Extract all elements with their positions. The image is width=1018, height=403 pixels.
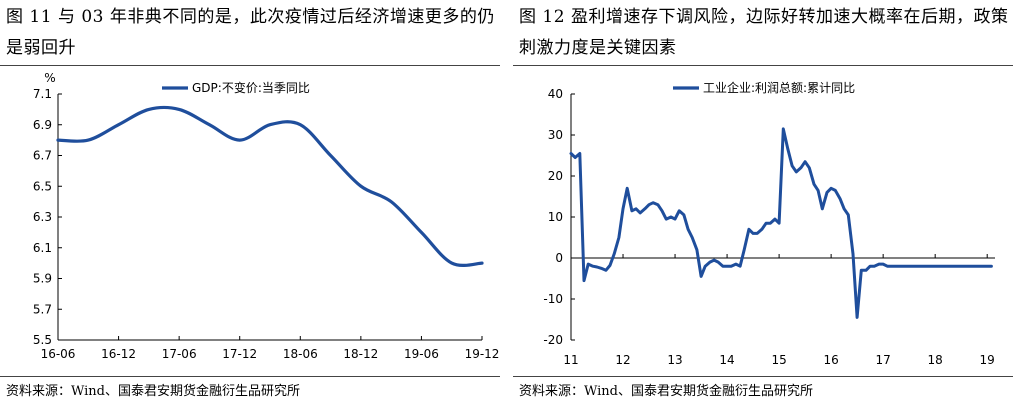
- right-source-note: 资料来源：Wind、国泰君安期货金融衍生品研究所: [519, 384, 813, 399]
- left-source-note: 资料来源：Wind、国泰君安期货金融衍生品研究所: [6, 384, 300, 399]
- x-tick-label: 17: [876, 353, 891, 367]
- x-tick-label: 11: [563, 353, 578, 367]
- left-bottom-rule: [0, 376, 500, 377]
- x-tick-label: 18-12: [343, 347, 378, 361]
- x-tick-label: 19: [980, 353, 995, 367]
- y-tick-label: 7.1: [33, 87, 52, 101]
- y-tick-label: 10: [548, 210, 563, 224]
- legend-label: 工业企业:利润总额:累计同比: [703, 80, 855, 95]
- left-figure-title: 图 11 与 03 年非典不同的是，此次疫情过后经济增速更多的仍是弱回升: [6, 7, 495, 58]
- y-tick-label: -20: [543, 333, 563, 347]
- left-gdp-chart: 7.1 6.9 6.7 6.5 6.3 6.1 5.9 5.7 5.516-06 16-12 17-…: [33, 71, 500, 361]
- y-tick-label: 6.1: [33, 241, 52, 255]
- x-tick-label: 19-12: [465, 347, 500, 361]
- panel-separator: [508, 0, 509, 403]
- y-tick-label: 20: [548, 169, 563, 183]
- x-tick-label: 14: [719, 353, 734, 367]
- y-tick-label: 6.3: [33, 210, 52, 224]
- x-tick-label: 13: [667, 353, 682, 367]
- y-tick-label: 6.9: [33, 118, 52, 132]
- series-line: [569, 127, 993, 319]
- right-figure-title: 图 12 盈利增速存下调风险，边际好转加速大概率在后期，政策刺激力度是关键因素: [519, 7, 1009, 58]
- series-line: [56, 105, 484, 267]
- y-tick-label: 6.5: [33, 179, 52, 193]
- y-tick-label: -10: [543, 292, 563, 306]
- x-tick-label: 18: [928, 353, 943, 367]
- x-tick-label: 12: [615, 353, 630, 367]
- legend-label: GDP:不变价:当季同比: [192, 80, 310, 95]
- x-tick-label: 18-06: [283, 347, 318, 361]
- y-tick-label: 5.5: [33, 333, 52, 347]
- x-tick-label: 16-12: [101, 347, 136, 361]
- x-tick-label: 16-06: [41, 347, 76, 361]
- x-tick-label: 16: [823, 353, 838, 367]
- y-tick-label: 6.7: [33, 149, 52, 163]
- left-figure-panel: 图 11 与 03 年非典不同的是，此次疫情过后经济增速更多的仍是弱回升 7.1…: [0, 0, 505, 403]
- right-bottom-rule: [513, 376, 1013, 377]
- y-tick-label: 5.7: [33, 302, 52, 316]
- y-tick-label: 40: [548, 87, 563, 101]
- y-unit-label: %: [44, 71, 55, 85]
- x-tick-label: 17-06: [162, 347, 197, 361]
- y-tick-label: 0: [555, 251, 563, 265]
- y-tick-label: 30: [548, 128, 563, 142]
- left-top-rule: [0, 65, 500, 66]
- x-tick-label: 17-12: [222, 347, 257, 361]
- x-tick-label: 15: [771, 353, 786, 367]
- right-figure-panel: 图 12 盈利增速存下调风险，边际好转加速大概率在后期，政策刺激力度是关键因素 …: [513, 0, 1018, 403]
- x-tick-label: 19-06: [404, 347, 439, 361]
- right-top-rule: [513, 65, 1013, 66]
- y-tick-label: 5.9: [33, 272, 52, 286]
